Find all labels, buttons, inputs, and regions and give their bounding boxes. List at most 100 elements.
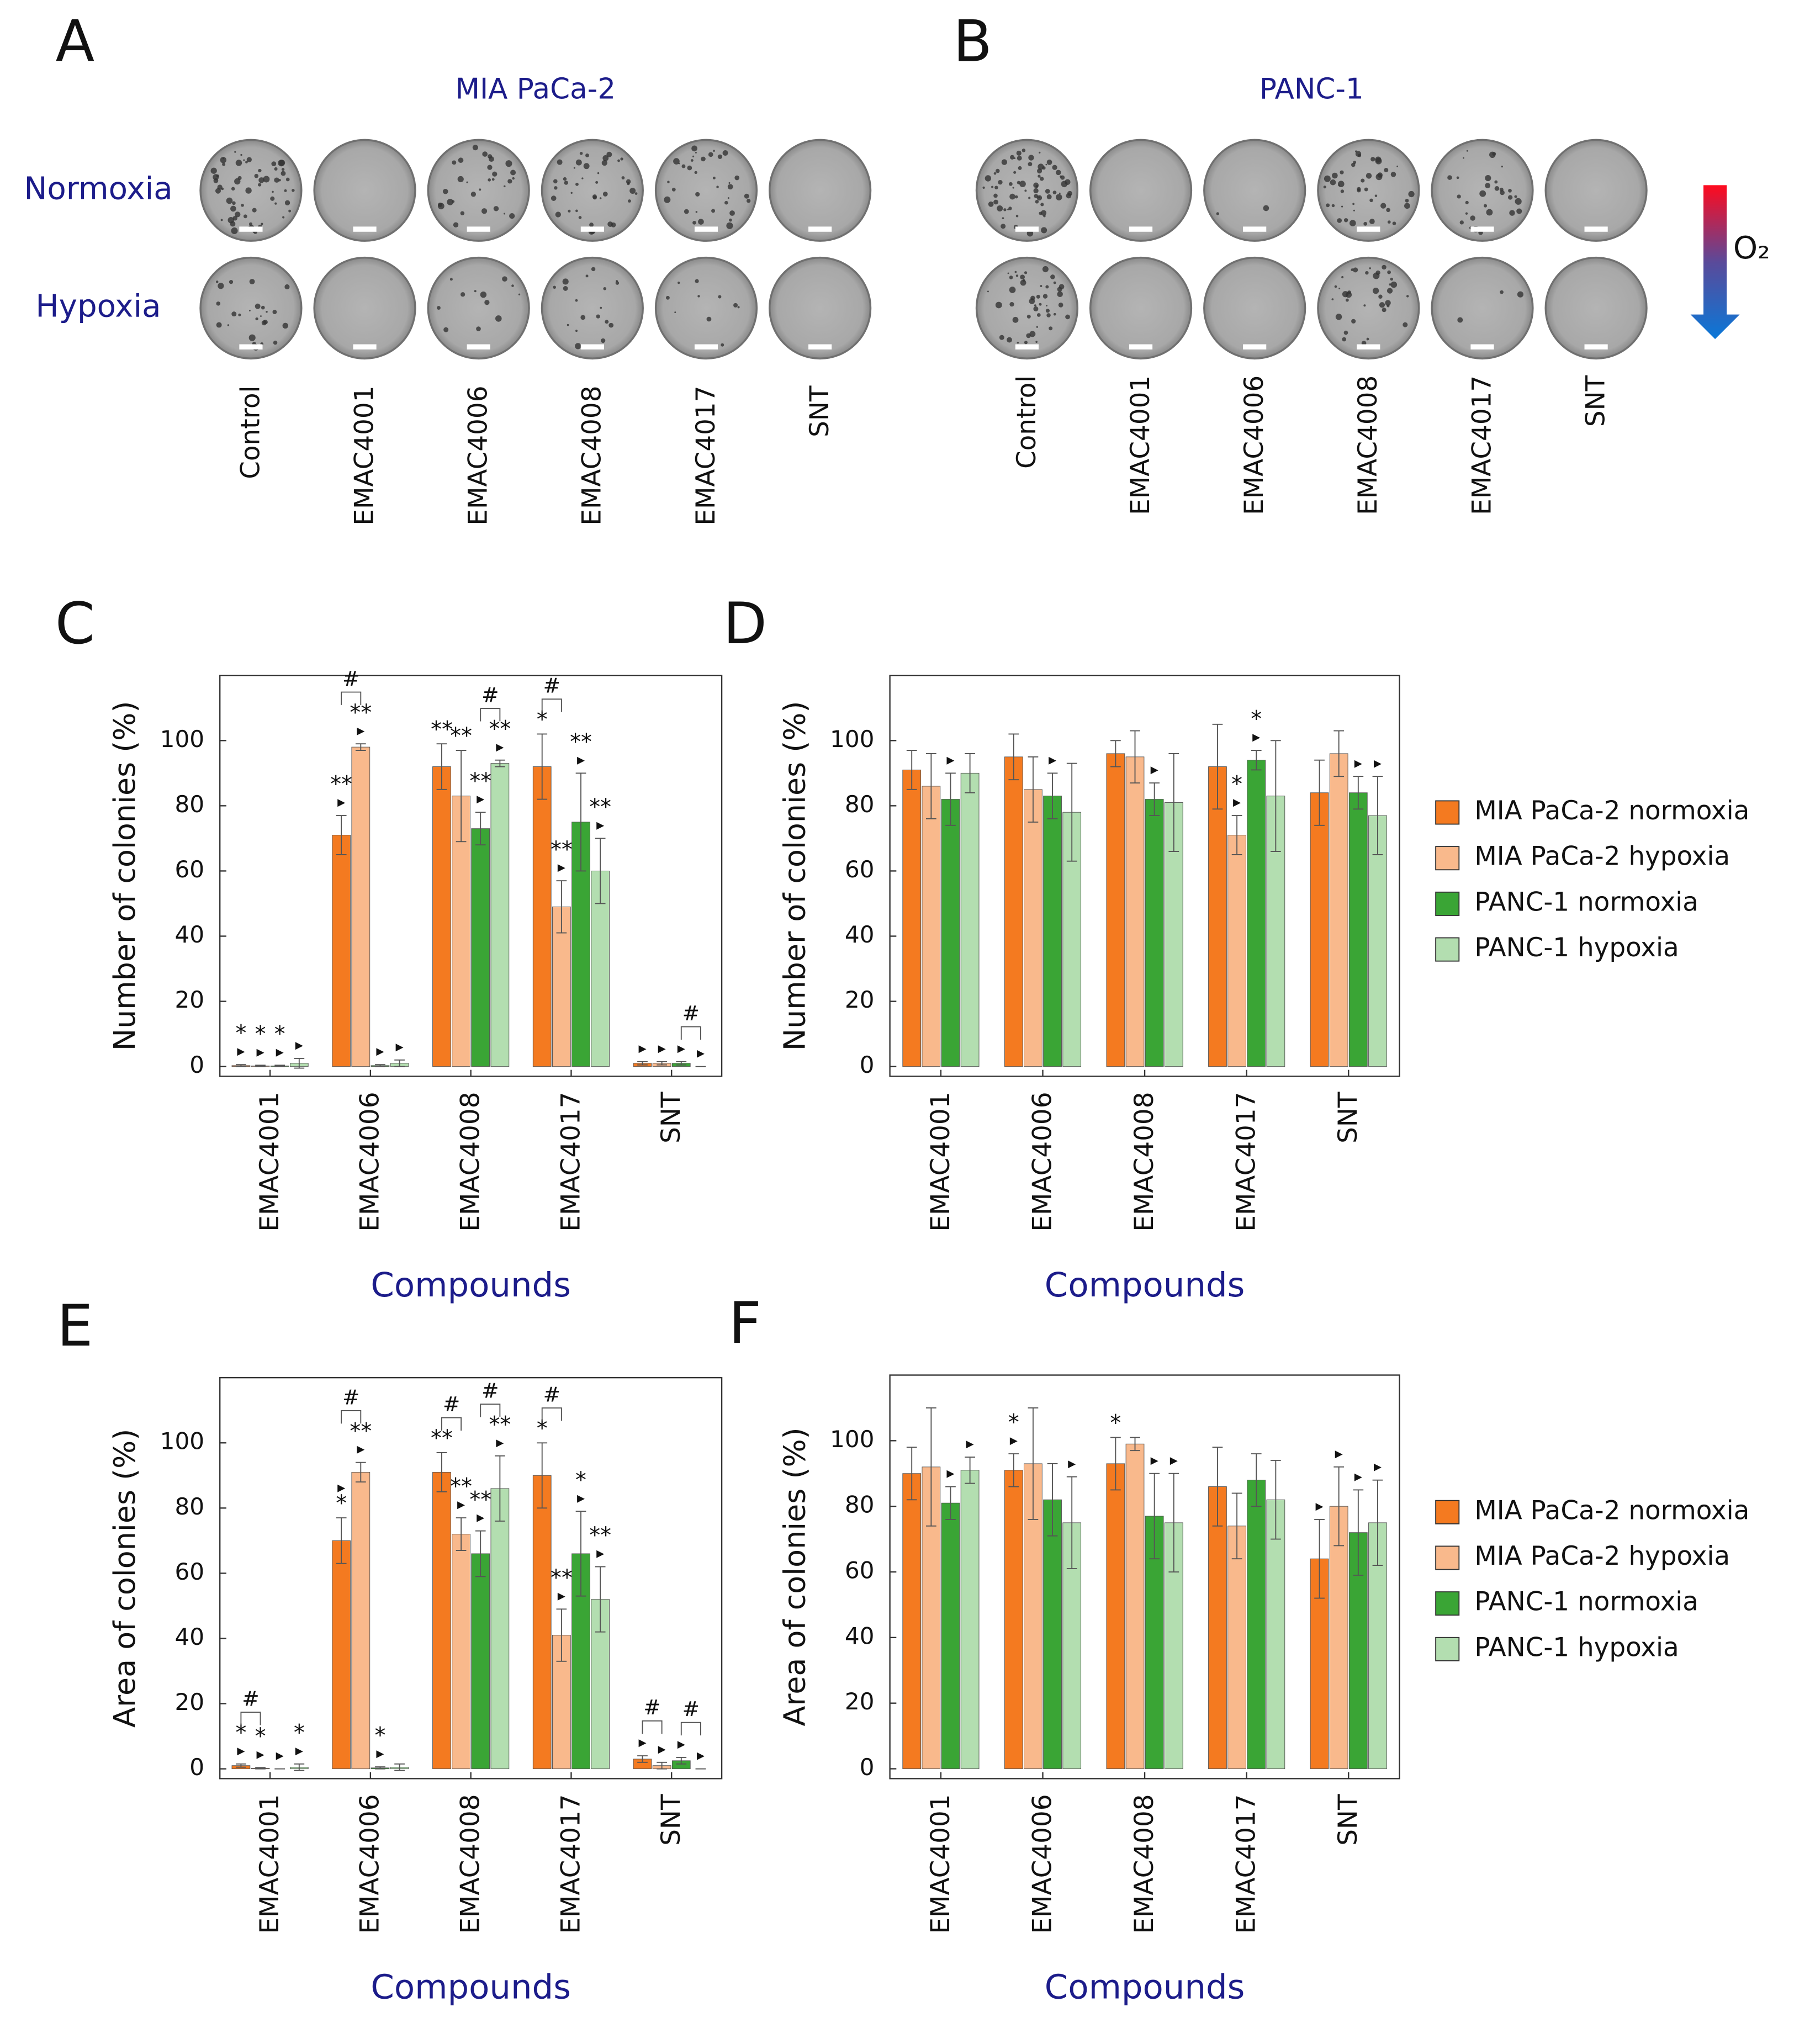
colony xyxy=(231,187,235,191)
colony xyxy=(1007,208,1009,210)
column-label: EMAC4006 xyxy=(464,386,494,526)
colony xyxy=(575,343,581,350)
bracket xyxy=(341,1410,362,1424)
colony xyxy=(1479,190,1486,197)
legend-label: PANC-1 normoxia xyxy=(1474,887,1698,917)
error-bar xyxy=(1333,730,1345,777)
colony xyxy=(1485,174,1491,182)
colony xyxy=(575,330,578,332)
colony xyxy=(1378,294,1383,299)
error-bar xyxy=(1271,740,1281,852)
error-bar xyxy=(1271,1460,1281,1540)
colony xyxy=(1486,209,1493,216)
colony xyxy=(717,154,723,160)
colony xyxy=(1331,204,1335,208)
colony xyxy=(1387,220,1391,224)
colony xyxy=(1465,200,1469,204)
error-bar xyxy=(1047,1463,1058,1537)
bracket-label: # xyxy=(643,1695,660,1719)
error-bar xyxy=(336,815,347,855)
y-tick-label: 100 xyxy=(830,1426,874,1453)
significance-mark: ** xyxy=(589,795,611,820)
colony xyxy=(585,153,589,157)
error-bar xyxy=(1008,1453,1019,1487)
x-tick-label: EMAC4001 xyxy=(926,1092,956,1231)
colony xyxy=(503,185,506,188)
colony xyxy=(472,145,478,151)
colony xyxy=(1384,168,1389,173)
colony xyxy=(1343,218,1348,223)
colony xyxy=(1052,165,1057,170)
bar xyxy=(332,835,351,1067)
significance-mark: ** xyxy=(450,723,472,749)
colony xyxy=(1507,195,1513,200)
bar xyxy=(1004,1470,1023,1769)
error-bar xyxy=(595,1566,606,1633)
significance-mark: ▸ xyxy=(376,1744,384,1762)
colony xyxy=(994,186,998,189)
colony xyxy=(481,208,488,214)
colony xyxy=(1342,337,1347,342)
error-bar xyxy=(945,772,956,826)
colony xyxy=(721,343,724,347)
colony xyxy=(255,317,258,321)
colony xyxy=(1029,331,1036,337)
colony xyxy=(585,274,589,278)
significance-mark: ▸ xyxy=(658,1739,666,1757)
bracket-label: # xyxy=(443,1392,460,1416)
colony xyxy=(1514,195,1517,198)
colony xyxy=(252,208,257,213)
colony xyxy=(555,211,561,218)
legend-label: MIA PaCa-2 hypoxia xyxy=(1474,842,1730,872)
colony xyxy=(1040,177,1044,181)
colony xyxy=(600,306,602,309)
colony xyxy=(744,193,749,199)
y-tick-label: 0 xyxy=(189,1754,204,1781)
x-tick-label: SNT xyxy=(657,1794,686,1846)
y-tick-label: 40 xyxy=(174,1623,204,1650)
column-label: EMAC4017 xyxy=(691,386,721,526)
significance-mark: * xyxy=(1008,1410,1019,1436)
colony xyxy=(1045,189,1050,194)
error-bar xyxy=(1353,1489,1364,1576)
bracket xyxy=(240,1712,261,1725)
colony xyxy=(1353,267,1358,273)
colony xyxy=(557,159,563,165)
significance-mark: ** xyxy=(469,769,491,794)
colony xyxy=(1338,287,1341,289)
plate xyxy=(1431,256,1534,360)
bracket-label: # xyxy=(342,666,359,691)
x-tick-label: EMAC4017 xyxy=(1232,1092,1262,1231)
bar xyxy=(960,772,980,1067)
colony xyxy=(722,150,728,156)
colony xyxy=(241,204,244,207)
colony xyxy=(718,295,722,299)
plate xyxy=(199,256,303,360)
colony xyxy=(452,200,455,203)
colony xyxy=(243,214,247,219)
colony xyxy=(1357,188,1361,193)
bar xyxy=(490,763,510,1067)
colony xyxy=(1055,170,1061,176)
colony xyxy=(995,301,1002,309)
y-tick-label: 0 xyxy=(860,1051,875,1078)
colony xyxy=(1055,194,1062,200)
legend-label: PANC-1 hypoxia xyxy=(1474,933,1679,963)
colony xyxy=(601,338,606,343)
colony xyxy=(691,145,697,152)
significance-mark: * xyxy=(374,1723,385,1749)
colony xyxy=(982,186,985,189)
significance-mark: ▸ xyxy=(1374,754,1382,772)
significance-mark: ▸ xyxy=(1374,1457,1382,1475)
colony xyxy=(274,202,277,205)
plate xyxy=(313,256,416,360)
colony xyxy=(443,327,449,332)
bracket-label: # xyxy=(682,1001,700,1025)
colony xyxy=(687,165,692,171)
error-bar xyxy=(355,743,366,751)
panel-letter: D xyxy=(723,591,767,657)
legend-swatch xyxy=(1435,1637,1460,1661)
plate xyxy=(975,256,1079,360)
significance-mark: ▸ xyxy=(477,1508,485,1526)
colony xyxy=(1465,212,1468,215)
